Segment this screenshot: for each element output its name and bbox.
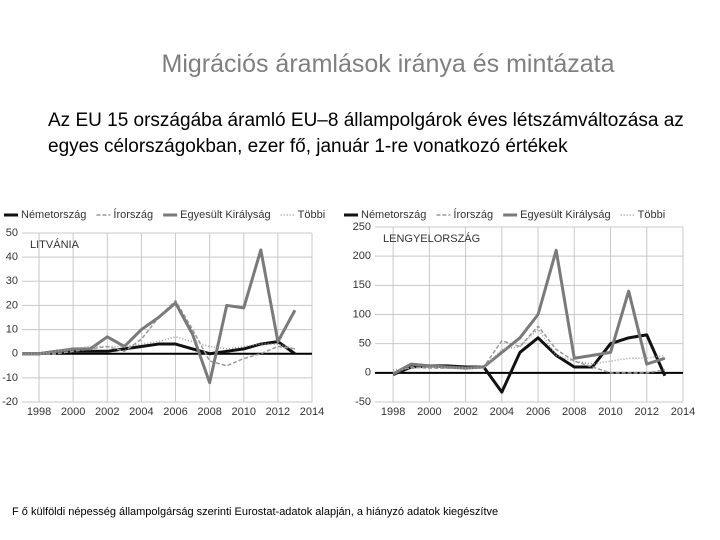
chart: -50 0 50 100 150 200 250 1998 2000 2002 2004 2006 20… [344,208,695,418]
y-tick-label: -50 [355,396,371,408]
y-tick-label: 0 [365,367,371,379]
y-tick-label: 40 [6,251,18,263]
x-tick-label: 2002 [453,406,477,418]
series-line [22,336,296,355]
y-tick-label: -10 [2,372,18,384]
x-tick-label: 2010 [232,406,256,418]
y-tick-label: 50 [359,338,371,350]
legend-label: Egyesült Királyság [520,209,611,221]
x-tick-label: 2004 [490,406,514,418]
panel-label: LITVÁNIA [30,238,80,251]
x-tick-label: 1998 [381,406,405,418]
y-tick-label: 30 [6,275,18,287]
y-tick-label: 200 [353,250,371,262]
legend-label: Egyesült Királyság [180,209,271,221]
series-line [22,299,296,367]
footnote: F ő külföldi népesség állampolgárság sze… [12,506,499,518]
panel-label: LENGYELORSZÁG [383,232,480,245]
x-tick-label: 2012 [635,406,659,418]
slide-subtitle: Az EU 15 országába áramló EU–8 állampolg… [48,110,684,157]
series-line [22,248,297,385]
x-tick-label: 2006 [163,406,187,418]
x-tick-label: 2014 [300,406,324,418]
y-tick-label: 50 [6,227,18,239]
legend-label: Többi [638,209,666,221]
y-tick-label: 150 [353,279,371,291]
series-line [392,248,666,376]
x-tick-label: 2014 [671,406,695,418]
x-tick-label: 2010 [598,406,622,418]
legend-label: Írország [453,208,493,221]
x-tick-label: 2008 [197,406,221,418]
y-tick-label: 20 [6,299,18,311]
legend-label: Németország [361,209,426,221]
y-tick-label: -20 [2,396,18,408]
chart: -20 -10 0 10 20 30 40 50 1998 2000 2002 2004 2006 200… [2,208,326,418]
x-tick-label: 1998 [27,406,51,418]
series-line [22,340,296,356]
series-line [393,328,666,371]
slide-title: Migrációs áramlások iránya és mintázata [161,50,615,78]
x-tick-label: 2002 [95,406,119,418]
series-line [392,325,666,374]
x-tick-label: 2012 [266,406,290,418]
y-tick-label: 100 [353,308,371,320]
x-tick-label: 2008 [562,406,586,418]
y-tick-label: 0 [12,348,18,360]
x-tick-label: 2000 [417,406,441,418]
y-tick-label: 10 [6,323,18,335]
x-tick-label: 2006 [526,406,550,418]
legend-label: Írország [113,208,153,221]
legend-label: Többi [298,209,326,221]
x-tick-label: 2000 [61,406,85,418]
legend-label: Németország [21,209,86,221]
x-tick-label: 2004 [129,406,153,418]
y-tick-label: 250 [353,221,371,233]
